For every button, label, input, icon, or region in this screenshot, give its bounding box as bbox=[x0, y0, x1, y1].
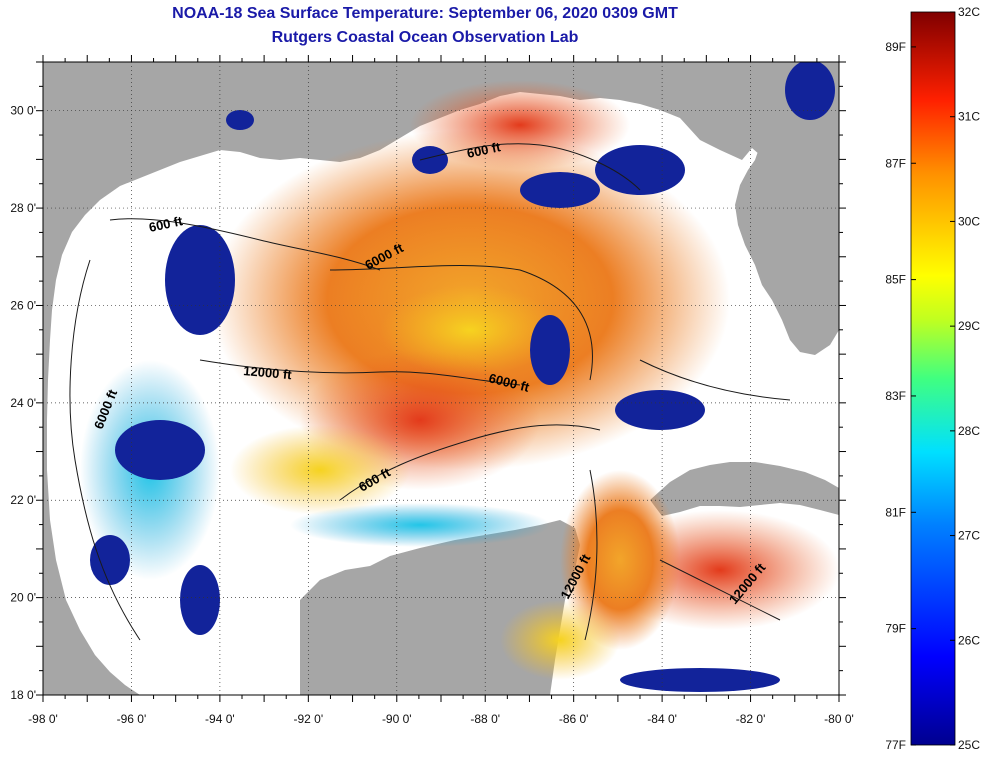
sst-yellow-west bbox=[230, 425, 410, 515]
colorbar-f-label: 87F bbox=[885, 156, 906, 170]
longitude-labels: -98 0' -96 0' -94 0' -92 0' -90 0' -88 0' -86 … bbox=[28, 712, 854, 726]
contour-label: 12000 ft bbox=[243, 363, 293, 382]
lon-label: -80 0' bbox=[824, 712, 854, 726]
lon-label: -84 0' bbox=[647, 712, 677, 726]
latitude-labels: 30 0' 28 0' 26 0' 24 0' 22 0' 20 0' 18 0' bbox=[10, 104, 36, 702]
lat-label: 20 0' bbox=[10, 591, 36, 605]
map-title: NOAA-18 Sea Surface Temperature: Septemb… bbox=[172, 5, 678, 22]
lon-label: -86 0' bbox=[559, 712, 589, 726]
bathymetry-contours bbox=[69, 143, 791, 641]
colorbar-c-label: 31C bbox=[958, 110, 980, 124]
land-us-gulf-coast bbox=[43, 62, 839, 695]
lon-label: -94 0' bbox=[205, 712, 235, 726]
colorbar-f-label: 89F bbox=[885, 40, 906, 54]
lon-label: -98 0' bbox=[28, 712, 58, 726]
map-subtitle: Rutgers Coastal Ocean Observation Lab bbox=[271, 29, 579, 46]
colorbar-f-label: 77F bbox=[885, 738, 906, 752]
lon-label: -82 0' bbox=[736, 712, 766, 726]
lon-label: -96 0' bbox=[117, 712, 147, 726]
colorbar-c-label: 29C bbox=[958, 319, 980, 333]
lon-label: -92 0' bbox=[294, 712, 324, 726]
colorbar-c-label: 30C bbox=[958, 214, 980, 228]
lon-label: -90 0' bbox=[382, 712, 412, 726]
graticule bbox=[43, 62, 839, 695]
colorbar-f-label: 85F bbox=[885, 273, 906, 287]
colorbar-c-label: 32C bbox=[958, 5, 980, 19]
colorbar-c-label: 26C bbox=[958, 633, 980, 647]
contour-label: 600 ft bbox=[466, 139, 503, 161]
land-florida bbox=[735, 62, 839, 355]
sst-yellow-patch bbox=[380, 285, 560, 375]
axis-ticks bbox=[36, 55, 846, 702]
colorbar-gradient bbox=[910, 11, 956, 746]
lat-label: 22 0' bbox=[10, 493, 36, 507]
colorbar-c-label: 25C bbox=[958, 738, 980, 752]
colorbar-c-label: 27C bbox=[958, 529, 980, 543]
lat-label: 18 0' bbox=[10, 688, 36, 702]
land-cuba bbox=[650, 462, 839, 516]
sst-yellow-south bbox=[500, 600, 620, 680]
colorbar-celsius-labels: 32C 31C 30C 29C 28C 27C 26C 25C bbox=[958, 5, 980, 752]
lat-label: 26 0' bbox=[10, 298, 36, 312]
colorbar-f-label: 79F bbox=[885, 622, 906, 636]
colorbar-c-label: 28C bbox=[958, 424, 980, 438]
lat-label: 24 0' bbox=[10, 396, 36, 410]
colorbar-fahrenheit-labels: 89F 87F 85F 83F 81F 79F 77F bbox=[885, 40, 906, 752]
colorbar-ticks bbox=[911, 11, 955, 746]
sst-hot-north bbox=[410, 80, 630, 170]
lat-label: 28 0' bbox=[10, 201, 36, 215]
contour-label: 600 ft bbox=[148, 213, 185, 235]
colorbar-f-label: 81F bbox=[885, 505, 906, 519]
sst-yucatan-channel bbox=[560, 470, 680, 650]
sst-cold-speckles bbox=[90, 62, 835, 692]
lon-label: -88 0' bbox=[470, 712, 500, 726]
lat-label: 30 0' bbox=[10, 104, 36, 118]
colorbar-f-label: 83F bbox=[885, 389, 906, 403]
